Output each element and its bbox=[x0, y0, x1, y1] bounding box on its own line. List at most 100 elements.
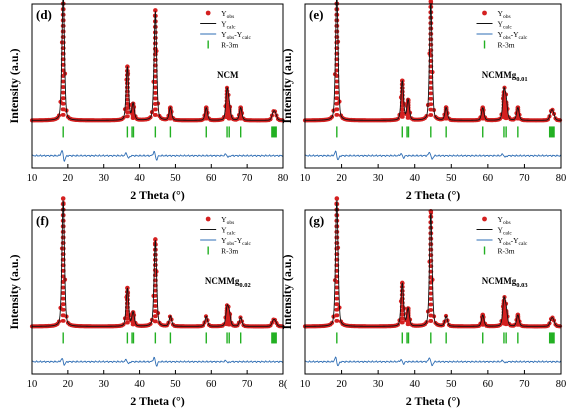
obs-point bbox=[503, 308, 509, 314]
obs-point bbox=[429, 107, 434, 112]
sample-label-sub: 0.03 bbox=[516, 282, 528, 289]
sample-label-base: NCM bbox=[217, 70, 239, 80]
obs-point bbox=[335, 79, 340, 84]
legend-label-sub: obs bbox=[227, 14, 235, 20]
sample-label: NCMMg0.03 bbox=[482, 276, 529, 289]
obs-point bbox=[429, 308, 434, 312]
x-tick-label: 30 bbox=[98, 173, 109, 184]
obs-point bbox=[61, 291, 66, 295]
obs-point bbox=[153, 91, 158, 95]
obs-point bbox=[153, 298, 158, 303]
x-axis-label: 2 Theta (°) bbox=[406, 188, 461, 202]
obs-point bbox=[225, 98, 230, 103]
obs-point bbox=[335, 291, 340, 295]
plot-frame-2 bbox=[31, 209, 284, 375]
legend-label: Ycalc bbox=[221, 20, 236, 31]
x-tick-label: 10 bbox=[27, 379, 38, 390]
obs-point bbox=[125, 102, 130, 106]
obs-point bbox=[153, 113, 158, 117]
legend-label-base: Y bbox=[498, 9, 504, 18]
x-tick-label: 10 bbox=[300, 173, 311, 184]
x-tick-label: 50 bbox=[446, 173, 457, 184]
x-tick-label: 20 bbox=[63, 173, 74, 184]
obs-point bbox=[61, 296, 66, 301]
panel-label: (d) bbox=[36, 7, 52, 22]
x-tick-label: 20 bbox=[336, 379, 347, 390]
obs-point bbox=[428, 0, 434, 4]
x-tick-label: 80 bbox=[278, 173, 289, 184]
obs-point bbox=[335, 96, 340, 101]
obs-point bbox=[429, 102, 434, 107]
obs-point bbox=[60, 196, 66, 201]
panel-2: 10 20 30 40 50 60 70 8(2 Theta (°) Intensity (a.… bbox=[7, 196, 288, 408]
x-tick-label: 60 bbox=[483, 173, 494, 184]
legend-label-sub: calc bbox=[503, 231, 512, 237]
obs-point bbox=[61, 107, 66, 112]
calc-line-1 bbox=[305, 0, 562, 121]
legend-label-base: Y bbox=[498, 30, 504, 39]
legend-label-base: R-3m bbox=[498, 41, 515, 50]
legend-label-base: Y bbox=[498, 215, 504, 224]
y-axis-label: Intensity (a.u.) bbox=[7, 254, 21, 329]
legend-label-sub: calc bbox=[227, 231, 236, 237]
obs-point bbox=[429, 291, 434, 296]
x-tick-label: 60 bbox=[483, 379, 494, 390]
legend-label-sub: obs bbox=[227, 35, 235, 41]
panel-label: (f) bbox=[36, 213, 49, 228]
obs-point bbox=[125, 110, 130, 115]
obs-point bbox=[400, 111, 405, 116]
obs-point bbox=[125, 114, 130, 119]
legend-label: Yobs-Ycalc bbox=[221, 30, 251, 41]
legend-label: Ycalc bbox=[498, 226, 513, 237]
x-tick-label: 70 bbox=[519, 173, 530, 184]
x-tick-label: 30 bbox=[98, 379, 109, 390]
obs-point bbox=[429, 242, 434, 247]
diff-line-1 bbox=[304, 150, 562, 161]
sample-label-base: NCMMg bbox=[482, 70, 517, 80]
sample-label-base: NCMMg bbox=[205, 276, 240, 286]
bragg-ticks-0 bbox=[62, 126, 277, 138]
obs-point bbox=[335, 296, 340, 301]
legend-label: Ycalc bbox=[221, 226, 236, 237]
legend-label-sub: obs bbox=[503, 14, 511, 20]
legend-label-sub: obs bbox=[503, 220, 511, 226]
x-tick-label: 70 bbox=[242, 173, 253, 184]
obs-point bbox=[335, 112, 340, 117]
x-axis-label: 2 Theta (°) bbox=[130, 394, 185, 408]
obs-point bbox=[400, 320, 405, 325]
x-tick-label: 40 bbox=[134, 379, 145, 390]
legend-label-base: R-3m bbox=[498, 247, 515, 256]
legend-label-sub: calc bbox=[227, 25, 236, 31]
legend-label-sub: obs bbox=[227, 220, 235, 226]
plot-frame-1 bbox=[304, 3, 562, 169]
obs-point bbox=[153, 237, 158, 242]
x-tick-label: 80 bbox=[556, 173, 567, 184]
obs-point bbox=[503, 100, 509, 105]
obs-point bbox=[400, 114, 405, 119]
obs-point bbox=[429, 96, 434, 101]
obs-point bbox=[429, 319, 434, 323]
calc-line-2 bbox=[32, 200, 284, 327]
legend-label: R-3m bbox=[498, 247, 515, 256]
x-tick-label: 30 bbox=[373, 379, 384, 390]
x-tick-label: 20 bbox=[336, 173, 347, 184]
obs-point bbox=[429, 297, 434, 301]
legend-label-base: Y bbox=[221, 9, 227, 18]
obs-point bbox=[61, 112, 66, 117]
legend-label-sub: obs bbox=[503, 241, 511, 247]
x-tick-label: 70 bbox=[242, 379, 253, 390]
x-tick-label: 60 bbox=[206, 173, 217, 184]
obs-point bbox=[429, 80, 434, 85]
obs-point bbox=[153, 58, 158, 62]
legend-label-base: R-3m bbox=[221, 247, 238, 256]
legend-label: Yobs-Ycalc bbox=[498, 30, 528, 41]
legend-label-base: Y bbox=[498, 20, 504, 29]
obs-point bbox=[153, 96, 158, 101]
obs-point bbox=[429, 53, 434, 58]
legend-label: R-3m bbox=[221, 41, 238, 50]
legend-label-base: Y bbox=[498, 226, 504, 235]
